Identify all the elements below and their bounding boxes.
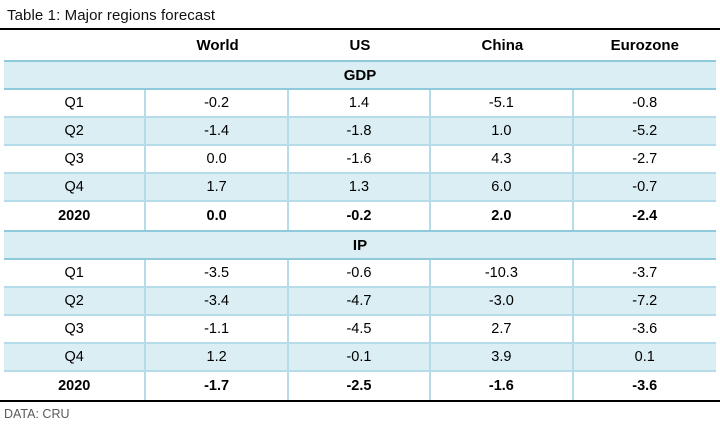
value-cell: -1.1 — [146, 316, 289, 342]
value-cell: -5.1 — [431, 90, 574, 116]
row-label: Q1 — [4, 260, 147, 286]
section-band-gdp: GDP — [4, 60, 716, 90]
value-cell: -3.4 — [146, 288, 289, 314]
value-cell: -0.6 — [289, 260, 432, 286]
column-header-row: World US China Eurozone — [4, 30, 716, 60]
table-row: Q3 0.0 -1.6 4.3 -2.7 — [4, 146, 716, 174]
row-label: Q3 — [4, 316, 147, 342]
value-cell: -0.8 — [632, 94, 658, 111]
value-cell: -10.3 — [431, 260, 574, 286]
value-cell: -1.8 — [289, 118, 432, 144]
value-cell: -3.5 — [146, 260, 289, 286]
value-cell: -0.1 — [289, 344, 432, 370]
value-cell: -4.5 — [289, 316, 432, 342]
value-cell: -4.7 — [289, 288, 432, 314]
value-cell: -2.4 — [632, 207, 658, 224]
value-cell: 1.0 — [431, 118, 574, 144]
value-cell: 1.4 — [289, 90, 432, 116]
value-cell: 4.3 — [431, 146, 574, 172]
table-row: Q1 -0.2 1.4 -5.1 -0.8 — [4, 90, 716, 118]
section-band-ip: IP — [4, 230, 716, 260]
row-label: Q1 — [4, 90, 147, 116]
value-cell: -7.2 — [632, 292, 658, 309]
column-header-china: China — [481, 36, 524, 54]
value-cell: 0.0 — [146, 146, 289, 172]
value-cell: -1.4 — [146, 118, 289, 144]
data-source-label: DATA: CRU — [4, 407, 70, 421]
row-label: Q4 — [4, 344, 147, 370]
value-cell: 0.1 — [634, 348, 655, 365]
table-row: 2020 -1.7 -2.5 -1.6 -3.6 — [4, 372, 716, 400]
value-cell: -3.7 — [632, 264, 658, 281]
value-cell: -1.6 — [431, 372, 574, 400]
value-cell: 2.0 — [431, 202, 574, 230]
value-cell: -0.2 — [146, 90, 289, 116]
value-cell: -3.6 — [632, 320, 658, 337]
row-label: Q4 — [4, 174, 147, 200]
row-label: Q3 — [4, 146, 147, 172]
value-cell: -3.0 — [431, 288, 574, 314]
forecast-table: World US China Eurozone GDP Q1 -0.2 1.4 -5.1 -0.8… — [4, 30, 716, 400]
value-cell: -1.6 — [289, 146, 432, 172]
value-cell: -5.2 — [632, 122, 658, 139]
value-cell: -1.7 — [146, 372, 289, 400]
row-label: 2020 — [4, 202, 147, 230]
value-cell: 1.7 — [146, 174, 289, 200]
table-row: Q3 -1.1 -4.5 2.7 -3.6 — [4, 316, 716, 344]
row-label: Q2 — [4, 288, 147, 314]
value-cell: 0.0 — [146, 202, 289, 230]
column-header-eurozone: Eurozone — [610, 36, 679, 54]
table-title: Table 1: Major regions forecast — [7, 7, 216, 24]
table-row: Q2 -3.4 -4.7 -3.0 -7.2 — [4, 288, 716, 316]
value-cell: -3.6 — [632, 377, 658, 394]
value-cell: -2.5 — [289, 372, 432, 400]
table-row: Q4 1.2 -0.1 3.9 0.1 — [4, 344, 716, 372]
column-header-us: US — [349, 36, 371, 54]
row-label: Q2 — [4, 118, 147, 144]
value-cell: 2.7 — [431, 316, 574, 342]
value-cell: -0.7 — [632, 178, 658, 195]
value-cell: 1.2 — [146, 344, 289, 370]
row-label: 2020 — [4, 372, 147, 400]
top-rule — [0, 28, 720, 30]
table-row: Q1 -3.5 -0.6 -10.3 -3.7 — [4, 260, 716, 288]
column-header-world: World — [196, 36, 239, 54]
row-label-header — [4, 30, 146, 60]
table-row: 2020 0.0 -0.2 2.0 -2.4 — [4, 202, 716, 230]
table-row: Q4 1.7 1.3 6.0 -0.7 — [4, 174, 716, 202]
value-cell: 3.9 — [431, 344, 574, 370]
value-cell: -2.7 — [632, 150, 658, 167]
value-cell: 6.0 — [431, 174, 574, 200]
table-row: Q2 -1.4 -1.8 1.0 -5.2 — [4, 118, 716, 146]
value-cell: -0.2 — [289, 202, 432, 230]
bottom-rule — [0, 400, 720, 402]
value-cell: 1.3 — [289, 174, 432, 200]
